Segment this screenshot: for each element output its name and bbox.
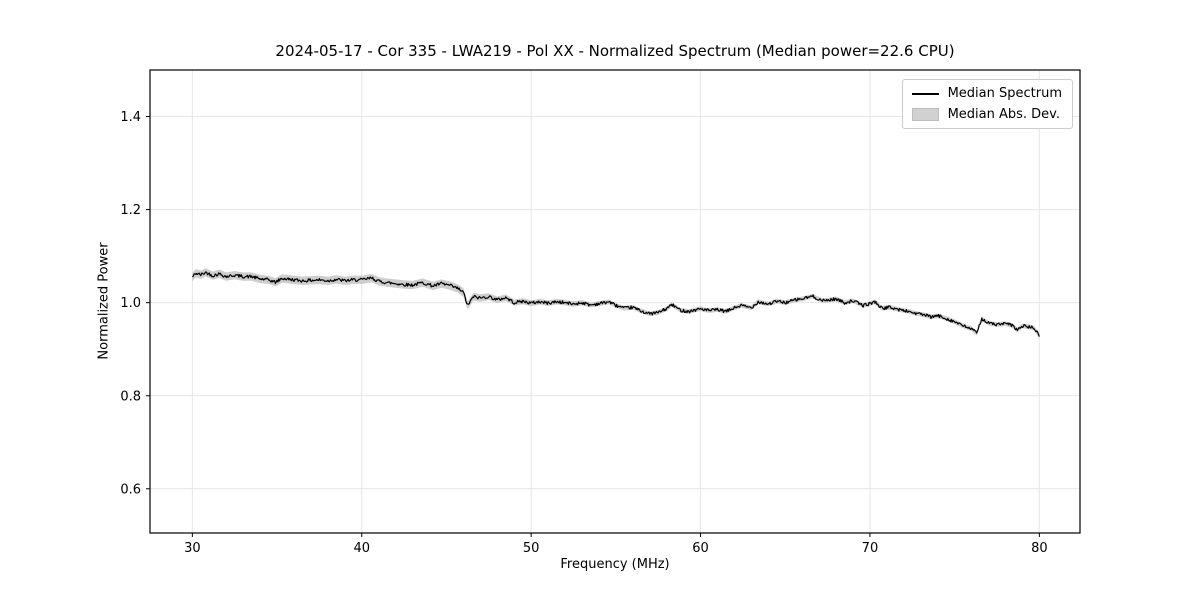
y-tick-label: 0.8	[120, 389, 141, 404]
plot-frame	[149, 69, 1081, 534]
legend-label-median-abs-dev: Median Abs. Dev.	[947, 107, 1061, 122]
legend: Median Spectrum Median Abs. Dev.	[901, 79, 1073, 129]
x-tick-label: 30	[184, 541, 201, 556]
median-abs-dev-patch-swatch	[911, 108, 939, 121]
x-tick-label: 50	[523, 541, 540, 556]
x-tick-label: 40	[353, 541, 370, 556]
median-spectrum-line	[192, 271, 1040, 337]
x-axis-label: Frequency (MHz)	[560, 557, 670, 572]
y-tick-label: 1.0	[120, 296, 141, 311]
chart-title: 2024-05-17 - Cor 335 - LWA219 - Pol XX -…	[275, 42, 955, 60]
y-tick-label: 1.4	[120, 110, 141, 125]
median-spectrum-line-swatch	[911, 92, 939, 95]
x-tick-label: 70	[862, 541, 879, 556]
y-tick-label: 0.6	[120, 482, 141, 497]
legend-label-median-spectrum: Median Spectrum	[947, 86, 1062, 101]
legend-item-median-abs-dev: Median Abs. Dev.	[911, 107, 1062, 122]
x-tick-label: 80	[1031, 541, 1048, 556]
y-tick-label: 1.2	[120, 203, 141, 218]
legend-item-median-spectrum: Median Spectrum	[911, 86, 1062, 101]
x-tick-label: 60	[692, 541, 709, 556]
